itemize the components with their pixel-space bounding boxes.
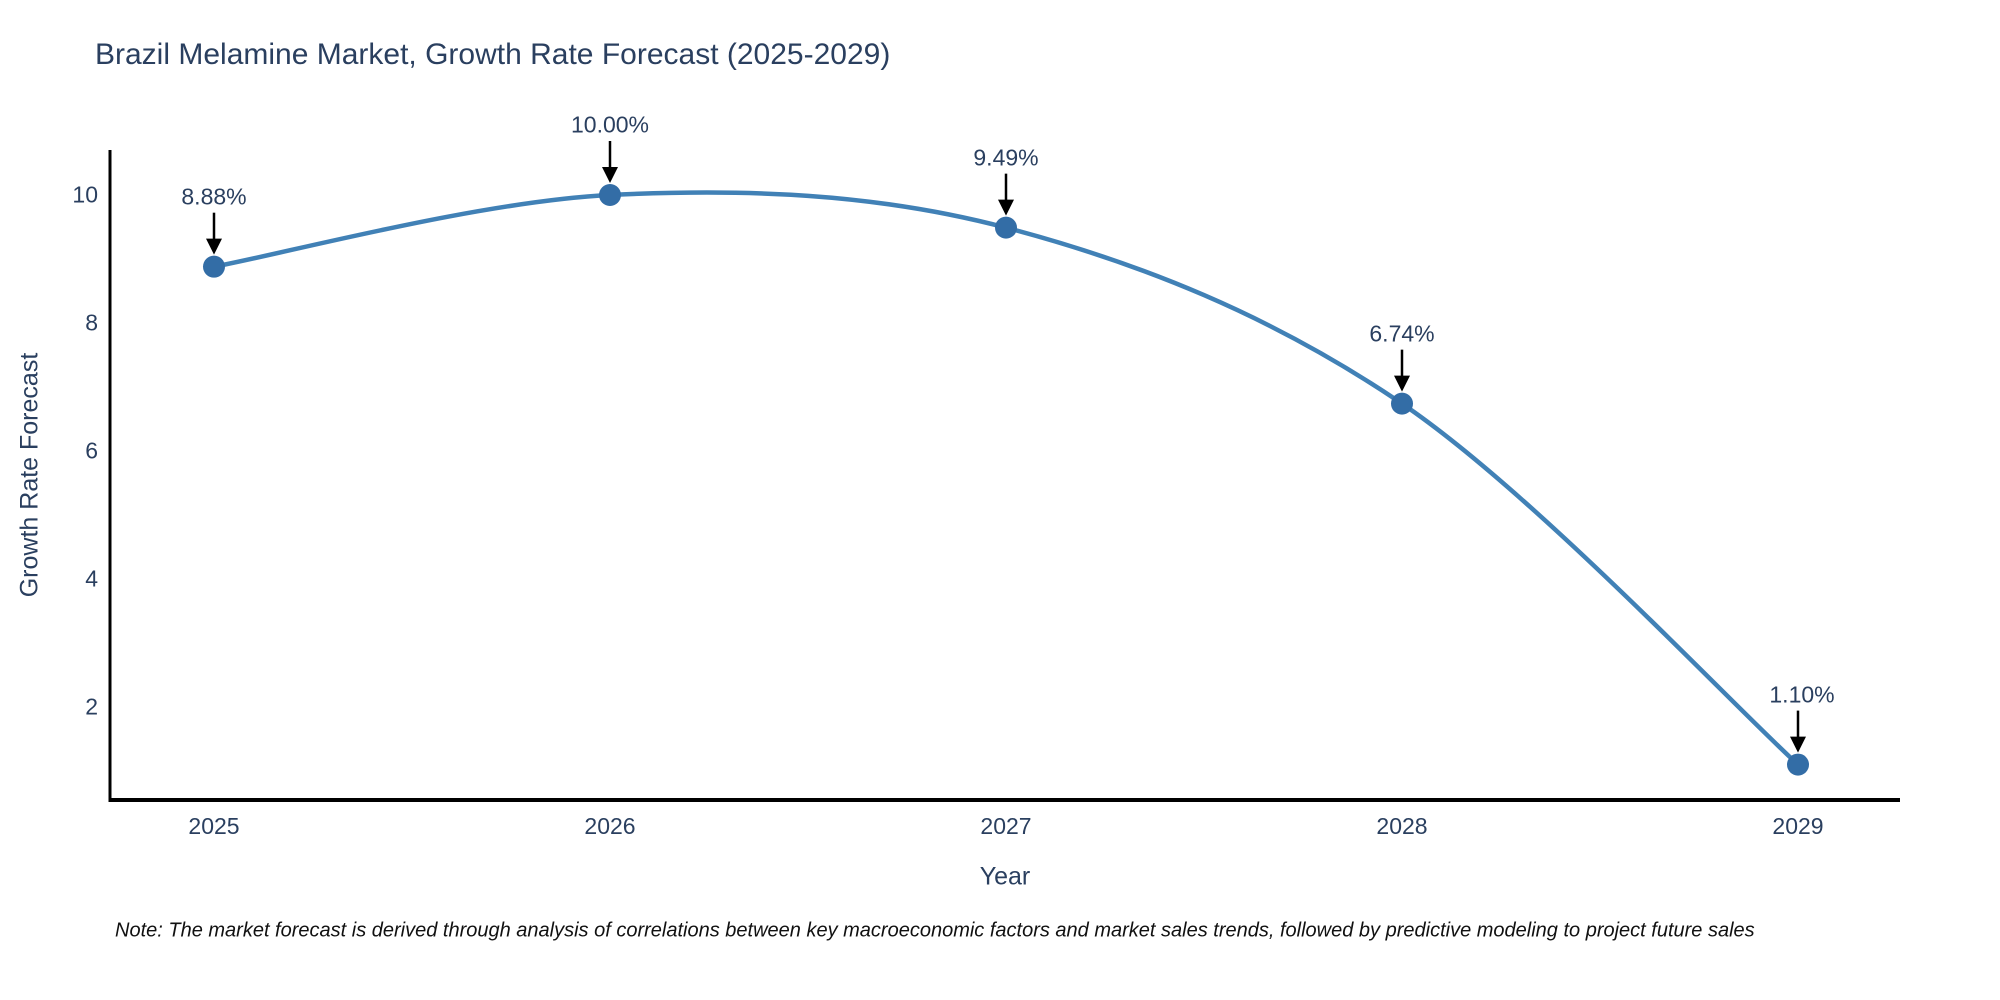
- point-annotation: 9.49%: [973, 144, 1039, 171]
- y-tick-label: 6: [85, 437, 98, 464]
- point-annotation: 6.74%: [1369, 320, 1435, 347]
- y-axis-title: Growth Rate Forecast: [15, 352, 44, 598]
- chart-title: Brazil Melamine Market, Growth Rate Fore…: [95, 38, 891, 71]
- y-tick-label: 8: [85, 309, 98, 336]
- x-tick-label: 2028: [1376, 813, 1428, 839]
- data-point-marker: [1787, 753, 1809, 776]
- y-tick-label: 4: [85, 565, 98, 592]
- x-tick-label: 2025: [188, 813, 240, 839]
- data-point-marker: [995, 216, 1017, 239]
- data-point-marker: [203, 255, 225, 278]
- x-tick-label: 2029: [1772, 813, 1824, 839]
- y-tick-label: 10: [72, 181, 98, 208]
- forecast-line: [211, 190, 1801, 767]
- annotation-arrow-head: [1790, 736, 1806, 753]
- x-axis-title: Year: [979, 862, 1031, 891]
- x-tick-label: 2027: [980, 813, 1032, 839]
- y-tick-label: 2: [85, 693, 98, 720]
- point-annotation: 10.00%: [570, 111, 650, 138]
- annotation-arrow-head: [602, 167, 618, 183]
- point-annotation: 1.10%: [1769, 681, 1835, 708]
- annotation-arrow-head: [1394, 375, 1410, 392]
- point-annotation: 8.88%: [181, 183, 247, 210]
- data-point-marker: [599, 184, 621, 206]
- annotation-arrow-head: [206, 238, 222, 255]
- data-point-marker: [1391, 392, 1413, 415]
- annotation-arrow-head: [998, 199, 1014, 216]
- x-tick-label: 2026: [584, 813, 636, 839]
- footnote: Note: The market forecast is derived thr…: [115, 919, 1755, 942]
